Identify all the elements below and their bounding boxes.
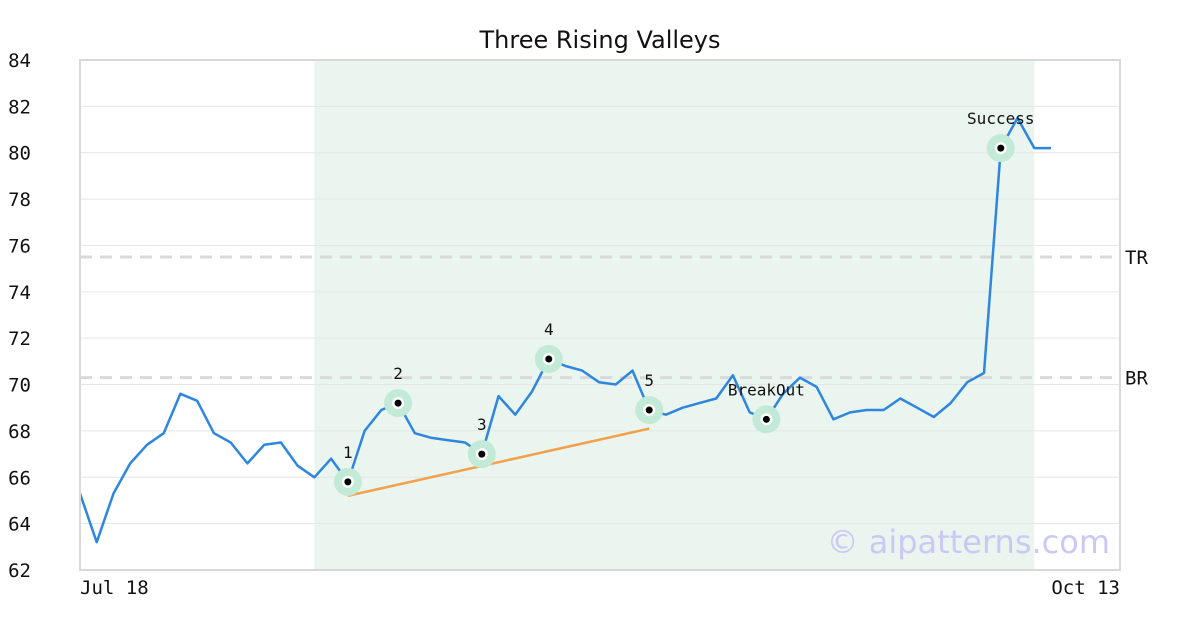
y-tick-label: 62 [8, 560, 31, 582]
y-tick-label: 82 [8, 96, 31, 118]
x-tick-start: Jul 18 [80, 577, 149, 599]
point-marker-3 [478, 450, 486, 458]
y-tick-label: 74 [8, 282, 31, 304]
y-axis: 62 64 66 68 70 72 74 76 78 80 82 84 [8, 50, 31, 582]
y-tick-label: 68 [8, 421, 31, 443]
y-tick-label: 84 [8, 50, 31, 72]
y-tick-label: 76 [8, 235, 31, 257]
point-label-5: 5 [644, 371, 654, 390]
watermark: © aipatterns.com [827, 523, 1110, 561]
plot-frame [79, 59, 1121, 571]
level-lines: TR BR [80, 247, 1148, 390]
point-label-3: 3 [477, 415, 487, 434]
y-tick-label: 64 [8, 514, 31, 536]
price-line [78, 116, 1051, 544]
point-marker-2 [394, 399, 402, 407]
pattern-region [314, 60, 1035, 570]
pattern-points: 1 2 3 4 5 BreakOut Success [333, 109, 1034, 496]
point-marker-4 [545, 355, 553, 363]
level-label-tr: TR [1125, 247, 1148, 269]
valley-trendline [347, 427, 650, 498]
y-tick-label: 66 [8, 467, 31, 489]
y-tick-label: 72 [8, 328, 31, 350]
y-tick-label: 78 [8, 189, 31, 211]
level-label-br: BR [1125, 368, 1148, 390]
chart-title: Three Rising Valleys [478, 26, 720, 54]
y-tick-label: 80 [8, 143, 31, 165]
y-tick-label: 70 [8, 375, 31, 397]
point-marker-success [997, 144, 1005, 152]
point-label-success: Success [967, 109, 1034, 128]
point-marker-1 [344, 478, 352, 486]
point-label-breakout: BreakOut [728, 380, 805, 399]
point-marker-5 [645, 406, 653, 414]
point-label-4: 4 [544, 320, 554, 339]
x-tick-end: Oct 13 [1051, 577, 1120, 599]
point-marker-breakout [762, 415, 770, 423]
point-label-2: 2 [393, 364, 403, 383]
point-label-1: 1 [343, 443, 353, 462]
